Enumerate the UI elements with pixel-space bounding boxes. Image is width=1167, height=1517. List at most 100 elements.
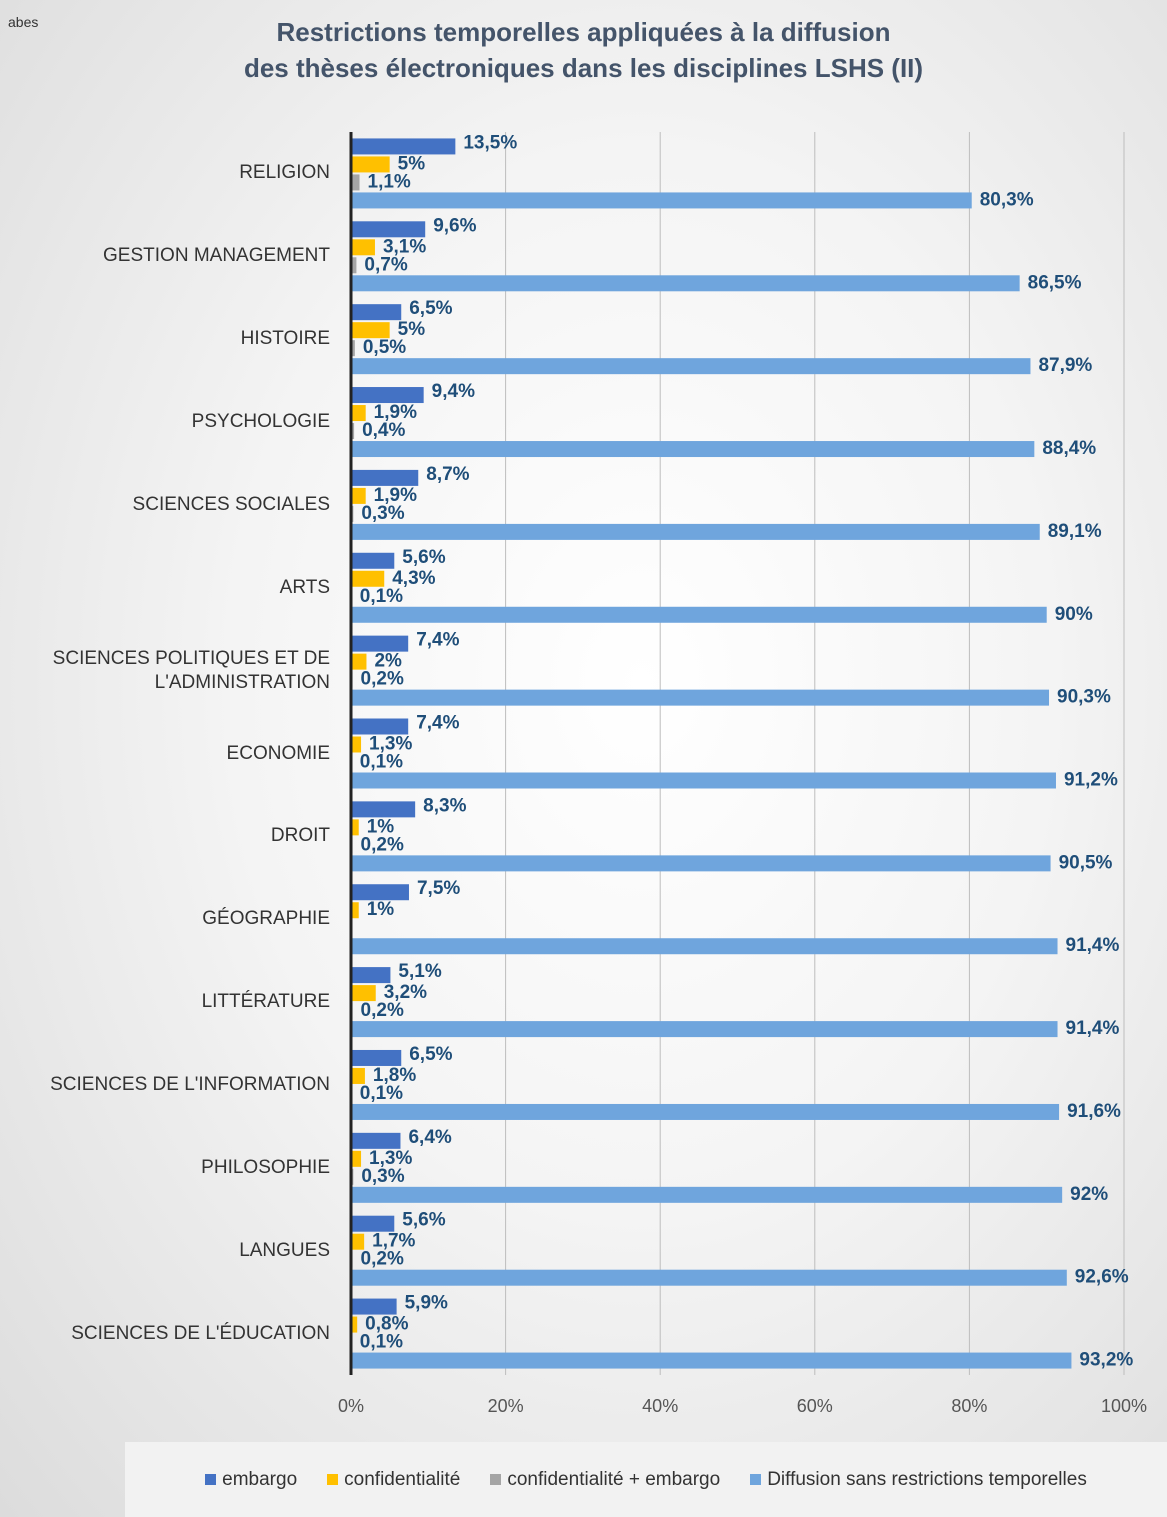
- bar: [351, 1150, 362, 1167]
- category-label: SCIENCES POLITIQUES ET DE L'ADMINISTRATI…: [52, 647, 330, 693]
- value-label: 0,2%: [361, 834, 404, 855]
- bar: [351, 523, 1040, 540]
- bar: [351, 736, 362, 753]
- value-label: 0,7%: [364, 254, 407, 275]
- bar: [351, 855, 1051, 872]
- category-label: GÉOGRAPHIE: [202, 908, 330, 930]
- legend-swatch: [750, 1474, 762, 1485]
- legend-swatch: [490, 1474, 502, 1485]
- value-label: 91,4%: [1066, 1018, 1120, 1039]
- title-line: Restrictions temporelles appliquées à la…: [276, 17, 891, 47]
- bar: [351, 1316, 358, 1333]
- bar: [351, 275, 1020, 292]
- bar: [351, 239, 375, 256]
- bar: [351, 967, 391, 984]
- value-label: 89,1%: [1048, 521, 1102, 542]
- value-label: 0,8%: [365, 1314, 408, 1335]
- value-label: 1%: [367, 816, 395, 837]
- x-tick-label: 20%: [488, 1396, 524, 1416]
- value-label: 0,3%: [361, 503, 404, 524]
- value-label: 9,6%: [433, 215, 476, 236]
- bar: [351, 772, 1056, 789]
- bar: [351, 635, 409, 652]
- bar: [351, 819, 359, 836]
- value-label: 91,6%: [1067, 1101, 1121, 1122]
- legend-label: confidentialité + embargo: [507, 1468, 721, 1490]
- x-tick-label: 80%: [951, 1396, 987, 1416]
- value-label: 0,1%: [360, 752, 403, 773]
- value-label: 90,3%: [1057, 687, 1111, 708]
- bar: [351, 1067, 365, 1084]
- chart-title: Restrictions temporelles appliquées à la…: [0, 14, 1167, 86]
- value-label: 13,5%: [463, 132, 517, 153]
- bar: [351, 304, 402, 321]
- category-label: SCIENCES SOCIALES: [132, 493, 330, 515]
- value-label: 93,2%: [1079, 1350, 1133, 1371]
- bar: [351, 1298, 397, 1315]
- value-label: 91,4%: [1066, 935, 1120, 956]
- bar: [351, 1021, 1058, 1038]
- legend-label: embargo: [222, 1468, 298, 1490]
- bar: [351, 138, 456, 155]
- legend-label: confidentialité: [344, 1468, 461, 1490]
- value-label: 0,2%: [361, 669, 404, 690]
- legend-swatch: [205, 1474, 217, 1485]
- value-label: 88,4%: [1042, 438, 1096, 459]
- bar: [351, 487, 366, 504]
- value-label: 5,6%: [402, 547, 445, 568]
- value-label: 7,5%: [417, 878, 460, 899]
- value-label: 0,1%: [360, 1332, 403, 1353]
- legend-label: Diffusion sans restrictions temporelles: [767, 1468, 1087, 1490]
- value-label: 1,9%: [374, 485, 417, 506]
- bar: [351, 358, 1031, 375]
- bar: [351, 938, 1058, 955]
- value-label: 7,4%: [416, 713, 459, 734]
- value-label: 3,2%: [384, 982, 427, 1003]
- category-label: SCIENCES DE L'ÉDUCATION: [71, 1322, 330, 1344]
- x-tick-label: 100%: [1101, 1396, 1147, 1416]
- bar: [351, 1352, 1072, 1369]
- bar: [351, 1132, 401, 1149]
- value-label: 5,6%: [402, 1210, 445, 1231]
- bar: [351, 423, 355, 440]
- value-label: 0,5%: [363, 337, 406, 358]
- title-line: des thèses électroniques dans les discip…: [243, 53, 924, 83]
- bar: [351, 441, 1035, 458]
- value-label: 5%: [398, 153, 426, 174]
- bar: [351, 570, 385, 587]
- bar: [351, 469, 419, 486]
- value-label: 6,4%: [408, 1127, 451, 1148]
- value-label: 1,3%: [369, 734, 412, 755]
- bar: [351, 689, 1050, 706]
- value-label: 5,1%: [398, 961, 441, 982]
- x-tick-label: 60%: [797, 1396, 833, 1416]
- legend-item: embargo: [205, 1469, 297, 1491]
- bar: [351, 221, 426, 238]
- bar: [351, 985, 376, 1002]
- value-label: 1,8%: [373, 1065, 416, 1086]
- x-tick-label: 40%: [642, 1396, 678, 1416]
- category-label: ECONOMIE: [226, 742, 330, 764]
- bar: [351, 257, 357, 274]
- value-label: 0,3%: [361, 1166, 404, 1187]
- bar: [351, 606, 1047, 623]
- value-label: 1%: [367, 899, 395, 920]
- legend-item: confidentialité + embargo: [490, 1469, 720, 1491]
- value-label: 0,1%: [360, 1083, 403, 1104]
- bar: [351, 1186, 1063, 1203]
- value-label: 90%: [1055, 604, 1093, 625]
- logo: abes: [8, 14, 39, 30]
- value-label: 1,1%: [368, 171, 411, 192]
- value-label: 9,4%: [432, 381, 475, 402]
- value-label: 7,4%: [416, 630, 459, 651]
- bar: [351, 387, 424, 404]
- value-label: 1,9%: [374, 402, 417, 423]
- bar: [351, 340, 355, 357]
- bar: [351, 1215, 395, 1232]
- bar: [351, 1269, 1067, 1286]
- category-label: PHILOSOPHIE: [201, 1156, 330, 1178]
- bar: [351, 174, 360, 191]
- value-label: 3,1%: [383, 236, 426, 257]
- category-label: LITTÉRATURE: [201, 991, 330, 1013]
- bar: [351, 156, 390, 173]
